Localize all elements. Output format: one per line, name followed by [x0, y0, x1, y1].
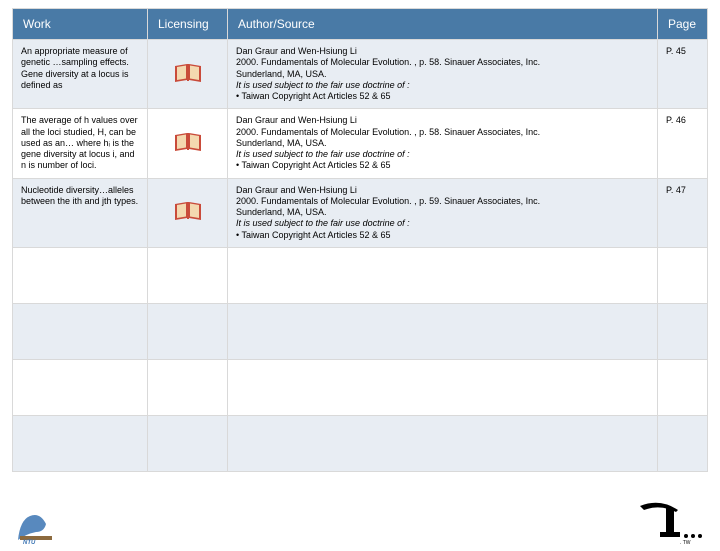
table-row-empty	[13, 415, 708, 471]
cell-empty	[13, 359, 148, 415]
cell-author: Dan Graur and Wen-Hsiung Li2000. Fundame…	[228, 178, 658, 247]
cell-page: P. 45	[658, 40, 708, 109]
header-page: Page	[658, 9, 708, 40]
header-work: Work	[13, 9, 148, 40]
cell-empty	[13, 247, 148, 303]
cell-empty	[658, 415, 708, 471]
cell-empty	[658, 247, 708, 303]
book-icon	[173, 200, 203, 222]
svg-text:NTU: NTU	[23, 540, 36, 544]
cell-empty	[13, 415, 148, 471]
cell-licensing	[148, 40, 228, 109]
cell-author: Dan Graur and Wen-Hsiung Li2000. Fundame…	[228, 109, 658, 178]
book-icon	[173, 62, 203, 84]
header-author: Author/Source	[228, 9, 658, 40]
book-icon	[173, 131, 203, 153]
cell-page: P. 46	[658, 109, 708, 178]
footer-logos: NTU . TW	[14, 506, 710, 544]
svg-text:. TW: . TW	[680, 540, 691, 546]
cell-empty	[658, 303, 708, 359]
cell-licensing	[148, 178, 228, 247]
attribution-table: Work Licensing Author/Source Page An app…	[12, 8, 708, 472]
table-row-empty	[13, 359, 708, 415]
cell-empty	[228, 303, 658, 359]
header-licensing: Licensing	[148, 9, 228, 40]
table-row-empty	[13, 247, 708, 303]
cell-empty	[228, 247, 658, 303]
cell-empty	[148, 303, 228, 359]
cell-empty	[658, 359, 708, 415]
cell-author: Dan Graur and Wen-Hsiung Li2000. Fundame…	[228, 40, 658, 109]
cell-empty	[228, 415, 658, 471]
table-row: An appropriate measure of genetic …sampl…	[13, 40, 708, 109]
cell-empty	[228, 359, 658, 415]
tw-logo: . TW	[600, 500, 710, 546]
attribution-table-container: Work Licensing Author/Source Page An app…	[12, 8, 708, 472]
cell-empty	[13, 303, 148, 359]
ntu-logo: NTU	[14, 510, 58, 544]
cell-work: An appropriate measure of genetic …sampl…	[13, 40, 148, 109]
cell-work: The average of h values over all the loc…	[13, 109, 148, 178]
cell-work: Nucleotide diversity…alleles between the…	[13, 178, 148, 247]
cell-empty	[148, 247, 228, 303]
cell-empty	[148, 359, 228, 415]
cell-page: P. 47	[658, 178, 708, 247]
table-row: Nucleotide diversity…alleles between the…	[13, 178, 708, 247]
table-row: The average of h values over all the loc…	[13, 109, 708, 178]
cell-empty	[148, 415, 228, 471]
table-header-row: Work Licensing Author/Source Page	[13, 9, 708, 40]
table-row-empty	[13, 303, 708, 359]
cell-licensing	[148, 109, 228, 178]
